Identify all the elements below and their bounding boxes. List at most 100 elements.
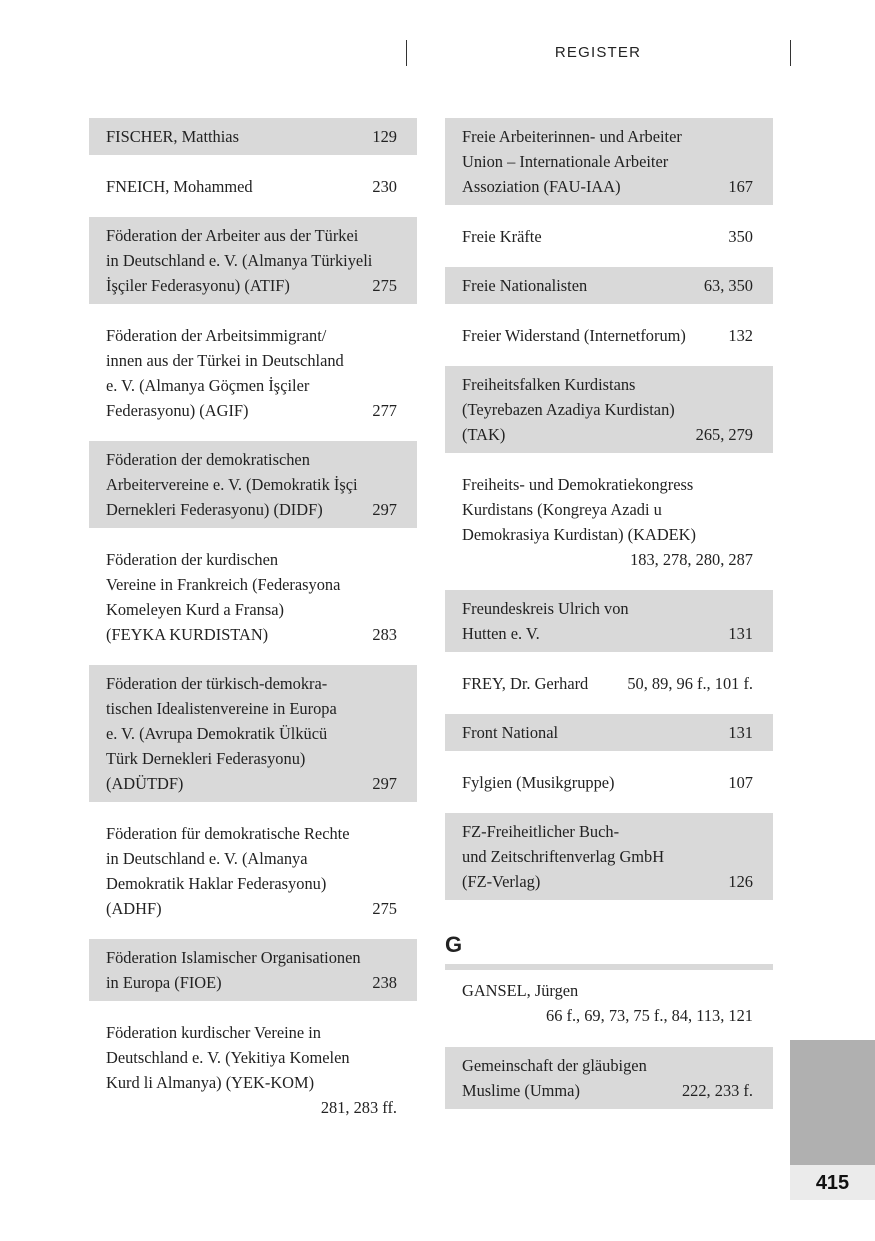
index-entry: Föderation für demokratische Rechte in De… <box>89 815 417 927</box>
index-entry: Föderation der demokratischen Arbeiterver… <box>89 441 417 528</box>
entry-pages: 167 <box>728 177 753 196</box>
index-entry: Freier Widerstand (Internetforum) 132 <box>445 317 773 354</box>
entry-term: (FEYKA KURDISTAN) <box>106 624 269 644</box>
entry-term: Türk Dernekleri Federasyonu) <box>106 749 306 768</box>
section-letter-heading: G <box>445 932 463 957</box>
entry-term: Gemeinschaft der gläubigen <box>462 1055 647 1075</box>
entry-term: Kurd li Almanya) (YEK-KOM) <box>106 1072 315 1092</box>
index-entry: FISCHER, Matthias 129 <box>89 118 417 155</box>
entry-term: FNEICH, Mohammed <box>106 176 253 196</box>
index-entry: Föderation Islamischer Organisationen in … <box>89 939 417 1001</box>
entry-term: e. V. (Almanya Göçmen İşçiler <box>106 375 310 395</box>
entry-line: (FZ-Verlag) 126 <box>462 869 753 894</box>
index-entry: Freie Nationalisten 63, 350 <box>445 267 773 304</box>
entry-term: İşçiler Federasyonu) (ATIF) <box>106 276 290 295</box>
entry-term: Föderation der Arbeiter aus der Türkei <box>106 226 359 245</box>
entry-line: FREY, Dr. Gerhard 50, 89, 96 f., 101 f. <box>462 671 753 696</box>
entry-term: Freie Nationalisten <box>462 276 588 295</box>
entry-term: in Europa (FIOE) <box>106 973 222 992</box>
entry-term: Assoziation (FAU-IAA) <box>462 177 621 196</box>
index-entry: Freundeskreis Ulrich von Hutten e. V. 131 <box>445 590 773 652</box>
entry-term: Muslime (Umma) <box>462 1080 580 1100</box>
entry-line: Dernekleri Federasyonu) (DIDF) 297 <box>106 497 397 522</box>
index-entry: Föderation der Arbeitsimmigrant/innen au… <box>89 317 417 429</box>
entry-term: (Teyrebazen Azadiya Kurdistan) <box>462 400 675 419</box>
running-header: REGISTER <box>554 44 642 61</box>
entry-term: Freier Widerstand (Internetforum) <box>462 325 686 345</box>
entry-line: Assoziation (FAU-IAA) 167 <box>462 174 753 199</box>
entry-pages: 129 <box>372 127 397 146</box>
index-entry: Freiheitsfalken Kurdistans (Teyrebazen Az… <box>445 366 773 453</box>
entry-term: Union – Internationale Arbeiter <box>462 152 669 171</box>
entry-term: Föderation der türkisch-demokra- <box>106 674 328 693</box>
entry-term: Föderation der Arbeitsimmigrant/ <box>106 325 327 345</box>
entry-pages: 230 <box>372 176 397 196</box>
entry-term: Deutschland e. V. (Yekitiya Komelen <box>106 1047 350 1067</box>
entry-line: (FEYKA KURDISTAN) 283 <box>106 622 397 647</box>
entry-term: (TAK) <box>462 425 506 444</box>
entry-pages: 63, 350 <box>703 276 753 295</box>
entry-line: in Europa (FIOE) 238 <box>106 970 397 995</box>
entry-pages: 283 <box>372 624 397 644</box>
entry-pages: 277 <box>372 400 397 420</box>
entry-line: Fylgien (Musikgruppe) 107 <box>462 770 753 795</box>
entry-term: Demokratik Haklar Federasyonu) <box>106 873 327 893</box>
entry-term: Demokrasiya Kurdistan) (KADEK) <box>462 524 696 544</box>
entry-term: Federasyonu) (AGIF) <box>106 400 249 420</box>
entry-term: Föderation für demokratische Rechte <box>106 823 350 843</box>
entry-term: FREY, Dr. Gerhard <box>462 673 589 693</box>
entry-term: GANSEL, Jürgen <box>462 981 579 1000</box>
index-entry: Freiheits- und Demokratiekongress Kurdist… <box>445 466 773 578</box>
entry-pages: 297 <box>372 500 397 519</box>
entry-term: tischen Idealistenvereine in Europa <box>106 699 337 718</box>
entry-line: FNEICH, Mohammed 230 <box>106 174 397 199</box>
index-column-left: FISCHER, Matthias 129 FNEICH, Mohammed 230 F… <box>89 118 417 1138</box>
entry-pages: 222, 233 f. <box>681 1080 753 1100</box>
entry-pages: 265, 279 <box>695 425 753 444</box>
entry-term: Hutten e. V. <box>462 624 540 643</box>
entry-term: (ADÜTDF) <box>106 774 184 793</box>
index-entry: Freie Kräfte 350 <box>445 218 773 255</box>
entry-pages: 107 <box>728 772 753 792</box>
entry-line: Freie Kräfte 350 <box>462 224 753 249</box>
entry-term: und Zeitschriftenverlag GmbH <box>462 847 665 866</box>
entry-term: Föderation der demokratischen <box>106 450 310 469</box>
index-column-right: Freie Arbeiterinnen- und Arbeiter Union –… <box>445 118 773 1121</box>
entry-term: Freiheitsfalken Kurdistans <box>462 375 636 394</box>
entry-term: Komeleyen Kurd a Fransa) <box>106 599 284 619</box>
index-entry: FNEICH, Mohammed 230 <box>89 168 417 205</box>
entry-term: (ADHF) <box>106 898 162 918</box>
entry-line: (ADHF) 275 <box>106 896 397 921</box>
index-entry: FZ-Freiheitlicher Buch-und Zeitschriften… <box>445 813 773 900</box>
entry-term: Fylgien (Musikgruppe) <box>462 772 615 792</box>
entry-pages: 275 <box>372 276 397 295</box>
entry-term: Front National <box>462 723 559 742</box>
entry-term: in Deutschland e. V. (Almanya <box>106 848 308 868</box>
entry-term: Vereine in Frankreich (Federasyona <box>106 574 341 594</box>
index-entry: Freie Arbeiterinnen- und Arbeiter Union –… <box>445 118 773 205</box>
entry-pages: 183, 278, 280, 287 <box>630 549 753 569</box>
section-divider <box>445 964 773 970</box>
entry-term: FZ-Freiheitlicher Buch- <box>462 822 620 841</box>
entry-line: Muslime (Umma) 222, 233 f. <box>462 1078 753 1103</box>
entry-pages: 275 <box>372 898 397 918</box>
entry-line: FISCHER, Matthias 129 <box>106 124 397 149</box>
entry-term: innen aus der Türkei in Deutschland <box>106 350 344 370</box>
entry-pages: 281, 283 ff. <box>320 1097 397 1117</box>
entry-pages: 66 f., 69, 73, 75 f., 84, 113, 121 <box>546 1006 753 1025</box>
entry-term: Dernekleri Federasyonu) (DIDF) <box>106 500 323 519</box>
header-divider-right <box>790 40 791 66</box>
entry-line: Federasyonu) (AGIF) 277 <box>106 398 397 423</box>
entry-term: Freundeskreis Ulrich von <box>462 599 629 618</box>
entry-pages: 131 <box>728 723 753 742</box>
entry-pages: 126 <box>728 872 753 891</box>
entry-term: (FZ-Verlag) <box>462 872 541 891</box>
entry-pages: 238 <box>372 973 397 992</box>
entry-term: Freie Kräfte <box>462 226 542 246</box>
entry-term: Kurdistans (Kongreya Azadi u <box>462 499 662 519</box>
entry-line: (ADÜTDF) 297 <box>106 771 397 796</box>
entry-line: Front National 131 <box>462 720 753 745</box>
entry-term: Freiheits- und Demokratiekongress <box>462 474 694 494</box>
entry-pages: 297 <box>372 774 397 793</box>
entry-term: Föderation Islamischer Organisationen <box>106 948 361 967</box>
